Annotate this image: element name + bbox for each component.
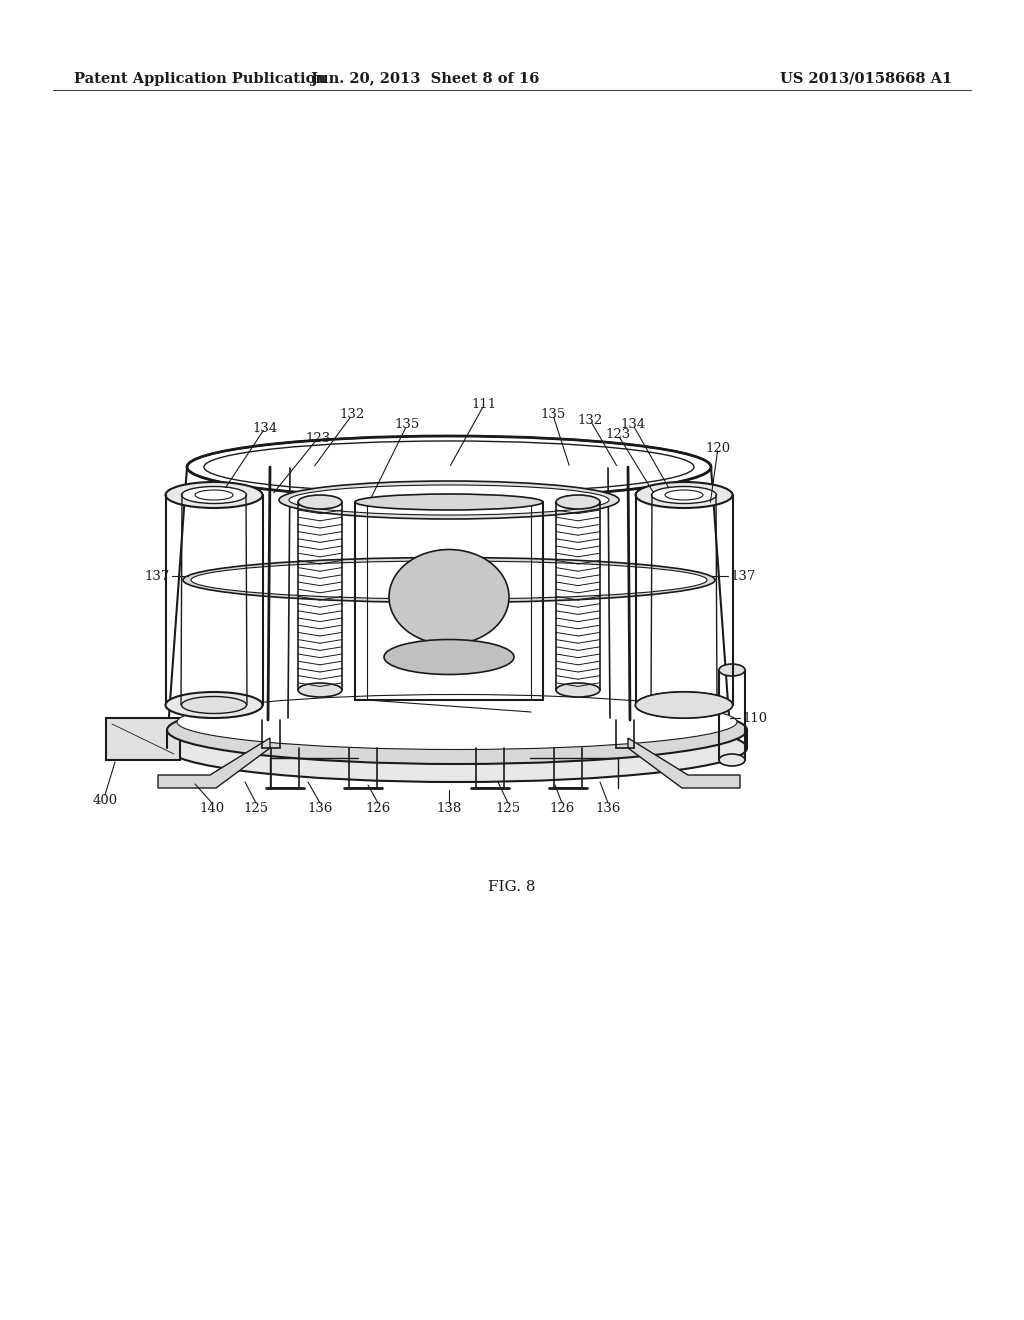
Text: Patent Application Publication: Patent Application Publication [74,71,326,86]
Text: 110: 110 [742,711,767,725]
Ellipse shape [298,682,342,697]
Ellipse shape [166,692,262,718]
Ellipse shape [195,490,233,500]
Polygon shape [158,738,270,788]
Text: 125: 125 [496,801,520,814]
Ellipse shape [651,487,717,503]
Text: 123: 123 [605,429,631,441]
Text: 132: 132 [578,413,603,426]
Ellipse shape [384,639,514,675]
Ellipse shape [665,490,703,500]
Text: 123: 123 [305,432,331,445]
Text: 134: 134 [621,418,645,432]
Ellipse shape [279,480,618,519]
Ellipse shape [556,682,600,697]
Text: 134: 134 [252,421,278,434]
Ellipse shape [181,697,247,714]
Text: FIG. 8: FIG. 8 [488,880,536,894]
Ellipse shape [167,714,746,781]
Ellipse shape [719,754,745,766]
Ellipse shape [191,561,707,599]
Ellipse shape [389,549,509,644]
Text: 125: 125 [244,801,268,814]
Polygon shape [168,467,730,730]
Ellipse shape [204,441,694,492]
Ellipse shape [181,487,247,503]
Text: 136: 136 [595,801,621,814]
Ellipse shape [183,557,715,602]
Text: 137: 137 [730,569,756,582]
Text: 135: 135 [394,418,420,432]
Text: 400: 400 [92,793,118,807]
Ellipse shape [167,696,746,764]
Ellipse shape [636,692,732,718]
Bar [106,718,180,760]
Text: 111: 111 [471,399,497,412]
Ellipse shape [636,692,732,718]
Text: Jun. 20, 2013  Sheet 8 of 16: Jun. 20, 2013 Sheet 8 of 16 [310,71,540,86]
Ellipse shape [177,694,737,750]
Text: 137: 137 [144,569,170,582]
Text: 126: 126 [549,801,574,814]
Text: 140: 140 [200,801,224,814]
Text: 126: 126 [366,801,390,814]
Ellipse shape [719,664,745,676]
Ellipse shape [166,482,262,508]
Ellipse shape [556,495,600,510]
Ellipse shape [168,700,730,762]
Polygon shape [628,738,740,788]
Ellipse shape [355,494,543,510]
Text: 138: 138 [436,801,462,814]
Ellipse shape [289,484,609,515]
Ellipse shape [298,495,342,510]
Ellipse shape [636,482,732,508]
Ellipse shape [187,436,711,498]
Text: 136: 136 [307,801,333,814]
Text: 120: 120 [706,441,730,454]
Text: 132: 132 [339,408,365,421]
Text: 135: 135 [541,408,565,421]
Text: US 2013/0158668 A1: US 2013/0158668 A1 [780,71,952,86]
